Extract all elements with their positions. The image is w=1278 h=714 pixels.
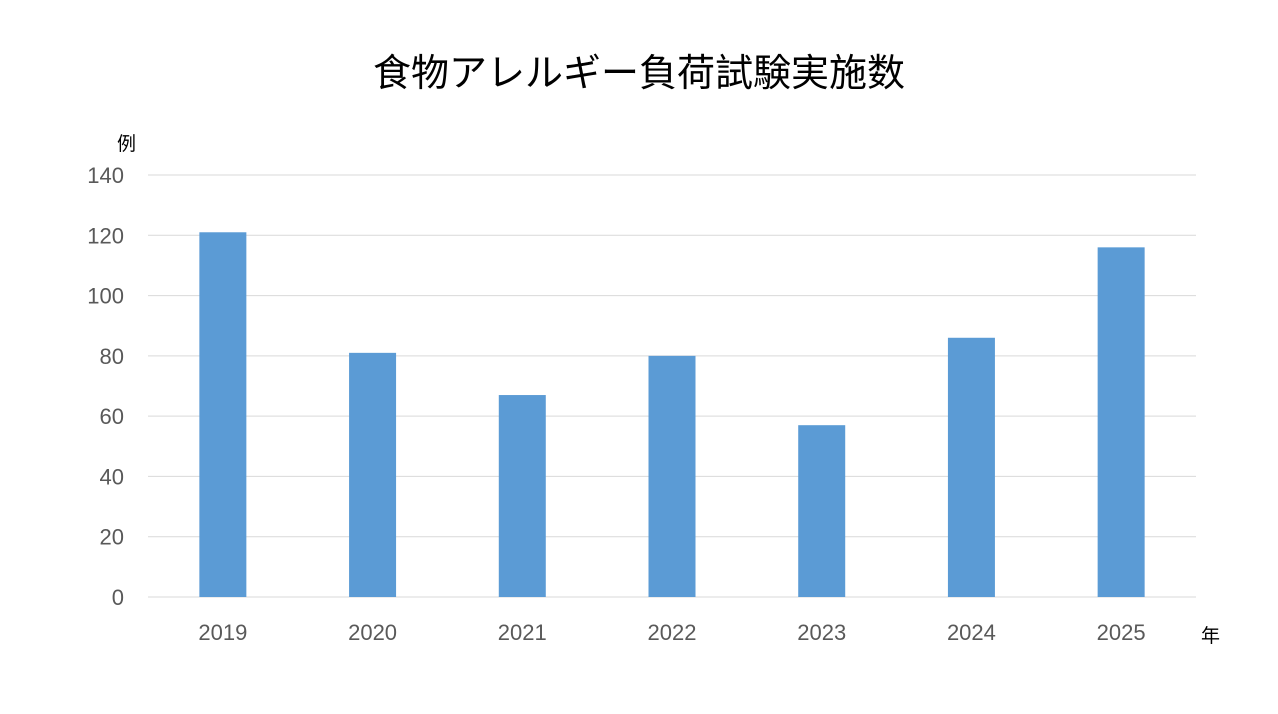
y-tick-label: 120 [87, 223, 124, 248]
y-tick-label: 40 [100, 464, 124, 489]
y-tick-label: 80 [100, 344, 124, 369]
x-tick-label: 2024 [947, 620, 996, 645]
bar-2024 [947, 337, 995, 597]
bars [199, 232, 1145, 598]
x-tick-labels: 2019 2020 2021 2022 2023 2024 2025 [198, 620, 1145, 645]
bar-2023 [798, 425, 846, 597]
y-tick-label: 140 [87, 163, 124, 188]
bar-2022 [648, 355, 696, 597]
y-tick-labels: 0 20 40 60 80 100 120 140 [87, 163, 124, 610]
bar-2019 [199, 232, 247, 597]
y-tick-label: 60 [100, 404, 124, 429]
x-axis-unit-label: 年 [1201, 625, 1221, 647]
x-tick-label: 2025 [1097, 620, 1146, 645]
x-tick-label: 2020 [348, 620, 397, 645]
x-tick-label: 2019 [198, 620, 247, 645]
y-axis-unit-label: 例 [117, 133, 137, 155]
bar-2020 [349, 352, 397, 597]
x-tick-label: 2023 [797, 620, 846, 645]
y-tick-label: 20 [100, 525, 124, 550]
x-tick-label: 2021 [498, 620, 547, 645]
bar-2025 [1097, 247, 1145, 598]
bar-2021 [498, 395, 546, 597]
y-tick-label: 100 [87, 284, 124, 309]
y-tick-label: 0 [112, 585, 124, 610]
chart-title: 食物アレルギー負荷試験実施数 [372, 51, 905, 95]
x-tick-label: 2022 [648, 620, 697, 645]
